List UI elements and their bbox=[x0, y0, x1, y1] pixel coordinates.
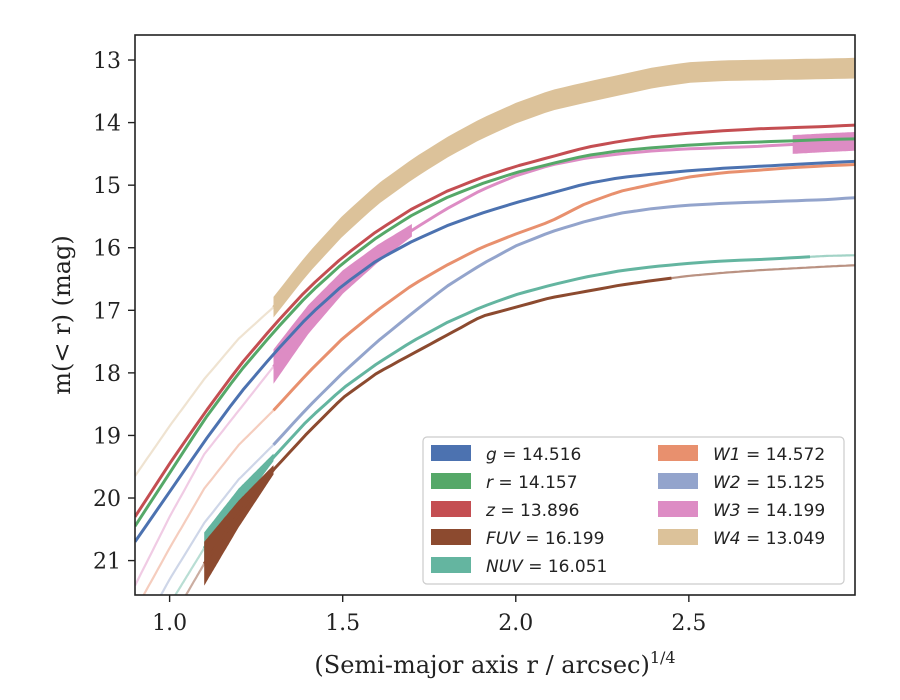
series-w2 bbox=[159, 196, 855, 595]
x-tick-label: 2.0 bbox=[498, 611, 533, 636]
legend-label-nuv: NUV = 16.051 bbox=[486, 557, 607, 577]
y-tick-label: 15 bbox=[93, 174, 121, 199]
legend-item-w3: W3 = 14.199 bbox=[658, 501, 825, 521]
legend-item-fuv: FUV = 16.199 bbox=[431, 529, 604, 549]
series-g-line bbox=[135, 159, 855, 543]
x-axis-label: (Semi-major axis r / arcsec)1/4 bbox=[314, 648, 675, 679]
legend-label-w4: W4 = 13.049 bbox=[713, 529, 825, 549]
series-w3 bbox=[135, 132, 855, 587]
x-tick-label: 1.5 bbox=[325, 611, 360, 636]
y-tick-label: 20 bbox=[93, 487, 121, 512]
legend-label-r: r = 14.157 bbox=[486, 473, 578, 493]
legend-swatch-r bbox=[431, 473, 471, 489]
legend: g = 14.516 r = 14.157 z = 13.896 FUV = 16.1… bbox=[422, 436, 845, 585]
legend-swatch-w2 bbox=[658, 473, 698, 489]
series-w4 bbox=[135, 57, 855, 477]
series-g bbox=[135, 159, 855, 543]
y-axis-label: m(< r) (mag) bbox=[48, 235, 76, 394]
series-r-line bbox=[135, 137, 855, 528]
legend-box bbox=[422, 436, 845, 585]
series-nuv-faint-start bbox=[174, 547, 206, 595]
series-fuv-faint-end bbox=[671, 264, 855, 280]
x-tick-label: 2.5 bbox=[671, 611, 706, 636]
legend-item-g: g = 14.516 bbox=[431, 445, 581, 465]
legend-label-w2: W2 = 15.125 bbox=[713, 473, 825, 493]
series-w2-faint-start bbox=[159, 444, 275, 595]
legend-item-w2: W2 = 15.125 bbox=[658, 473, 825, 493]
y-tick-label: 19 bbox=[93, 424, 121, 449]
legend-label-g: g = 14.516 bbox=[486, 445, 581, 465]
y-tick-label: 14 bbox=[93, 112, 121, 137]
legend-label-w3: W3 = 14.199 bbox=[713, 501, 825, 521]
series-fuv-faint-start bbox=[184, 563, 206, 595]
series-w4-faint-start bbox=[135, 306, 275, 477]
y-tick-label: 17 bbox=[93, 299, 121, 324]
series-w4-band bbox=[273, 57, 855, 318]
legend-swatch-g bbox=[431, 445, 471, 461]
legend-swatch-w1 bbox=[658, 445, 698, 461]
y-tick-label: 13 bbox=[93, 49, 121, 74]
legend-swatch-w3 bbox=[658, 501, 698, 517]
y-ticks: 13 14 15 16 17 18 19 20 21 bbox=[93, 49, 135, 575]
series-w4-line bbox=[272, 66, 855, 309]
axes-frame bbox=[134, 34, 856, 596]
y-tick-label: 21 bbox=[93, 550, 121, 575]
series-fuv-band-start bbox=[204, 465, 274, 586]
series-group bbox=[135, 57, 855, 595]
plot-content bbox=[135, 57, 855, 595]
series-nuv-line bbox=[202, 255, 811, 549]
series-nuv-band-start bbox=[204, 453, 274, 564]
legend-swatch-w4 bbox=[658, 529, 698, 545]
series-nuv-faint-end bbox=[810, 254, 855, 258]
legend-item-nuv: NUV = 16.051 bbox=[431, 557, 607, 577]
x-ticks: 1.0 1.5 2.0 2.5 bbox=[152, 595, 706, 636]
series-nuv bbox=[174, 254, 855, 595]
series-fuv-line bbox=[202, 276, 672, 565]
series-w1 bbox=[142, 163, 855, 595]
x-axis-label-superscript: 1/4 bbox=[650, 648, 676, 667]
series-w3-faint-start bbox=[135, 365, 275, 587]
legend-item-z: z = 13.896 bbox=[431, 501, 579, 521]
legend-item-w1: W1 = 14.572 bbox=[658, 445, 825, 465]
series-w3-line bbox=[272, 139, 855, 368]
legend-label-w1: W1 = 14.572 bbox=[713, 445, 825, 465]
series-z-line bbox=[135, 123, 855, 518]
x-axis-label-text: (Semi-major axis r / arcsec) bbox=[314, 651, 649, 679]
series-r bbox=[135, 137, 855, 528]
legend-label-fuv: FUV = 16.199 bbox=[486, 529, 604, 549]
series-w1-faint-start bbox=[142, 409, 275, 595]
series-w1-line bbox=[272, 163, 855, 412]
series-w2-line bbox=[272, 196, 855, 446]
y-tick-label: 16 bbox=[93, 237, 121, 262]
x-tick-label: 1.0 bbox=[152, 611, 187, 636]
legend-label-z: z = 13.896 bbox=[485, 501, 579, 521]
legend-item-w4: W4 = 13.049 bbox=[658, 529, 825, 549]
series-z bbox=[135, 123, 855, 518]
legend-swatch-nuv bbox=[431, 557, 471, 573]
legend-item-r: r = 14.157 bbox=[431, 473, 578, 493]
series-fuv bbox=[184, 264, 855, 595]
y-tick-label: 18 bbox=[93, 362, 121, 387]
legend-swatch-z bbox=[431, 501, 471, 517]
legend-swatch-fuv bbox=[431, 529, 471, 545]
